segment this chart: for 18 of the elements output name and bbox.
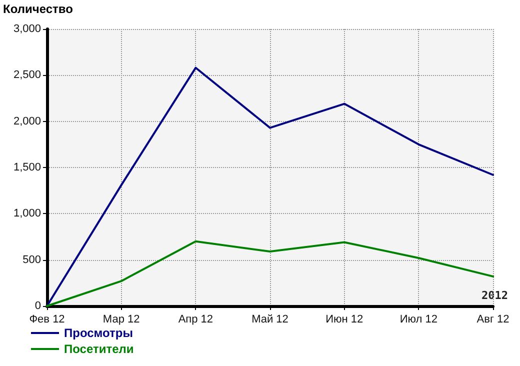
y-tick-label: 1,000 (13, 208, 41, 220)
x-tick-label: Май 12 (252, 314, 288, 326)
legend-label: Просмотры (64, 326, 134, 340)
y-tick-label: 3,000 (13, 23, 41, 35)
x-tick-label: Мар 12 (102, 314, 140, 326)
y-tick-label: 0 (34, 300, 41, 312)
y-tick-label: 2,000 (13, 115, 41, 128)
x-tick-label: Фев 12 (29, 314, 65, 326)
legend-label: Посетители (64, 342, 134, 356)
x-tick-label: Июл 12 (400, 314, 438, 326)
annotation: 2012 (482, 289, 508, 302)
y-tick-label: 2,500 (13, 69, 41, 82)
y-tick-label: 500 (22, 254, 41, 266)
y-axis-title: Количество (3, 2, 73, 16)
y-tick-label: 1,500 (13, 162, 41, 174)
x-tick-label: Апр 12 (178, 314, 214, 326)
x-tick-label: Авг 12 (476, 314, 510, 326)
x-tick-label: Июн 12 (326, 314, 364, 326)
